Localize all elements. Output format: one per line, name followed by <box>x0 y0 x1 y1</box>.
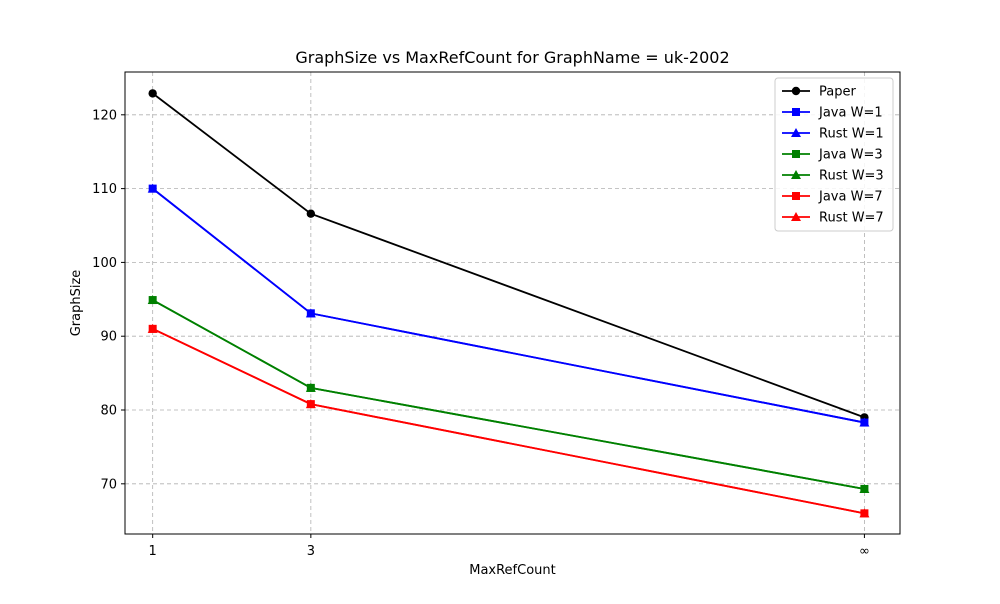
legend-label: Rust W=1 <box>819 127 884 142</box>
y-tick-label: 70 <box>100 477 117 492</box>
legend-item: Java W=3 <box>782 148 883 163</box>
y-tick-label: 100 <box>92 256 117 271</box>
legend-item: Java W=1 <box>782 106 883 121</box>
axis-ticks: 1 3 ∞ 70 80 90 100 110 120 <box>92 108 870 559</box>
data-point-triangle <box>147 295 158 305</box>
chart-title: GraphSize vs MaxRefCount for GraphName =… <box>295 48 729 67</box>
data-point-legend-marker <box>791 170 801 179</box>
legend-item: Paper <box>782 85 856 100</box>
data-point-triangle <box>859 417 870 427</box>
legend-label: Paper <box>819 85 856 100</box>
data-point-legend-marker <box>791 212 801 221</box>
data-point-triangle <box>305 399 316 409</box>
y-axis-label: GraphSize <box>69 270 84 337</box>
series-rust-w-7 <box>147 323 870 518</box>
y-tick-label: 120 <box>92 108 117 123</box>
data-point-legend-marker <box>792 192 800 200</box>
data-point-circle <box>306 209 316 218</box>
data-point-legend-marker <box>792 108 800 116</box>
y-tick-label: 80 <box>100 404 117 419</box>
x-axis-label: MaxRefCount <box>469 563 556 578</box>
legend: Paper Java W=1 Rust W=1 Java W=3 Rust W=3 Jav… <box>774 77 894 232</box>
data-point-circle <box>148 89 157 98</box>
legend-label: Rust W=7 <box>819 211 884 226</box>
data-point-legend-marker <box>792 150 800 158</box>
series-rust-w-1 <box>147 183 870 427</box>
data-point-triangle <box>859 483 870 493</box>
x-tick-label: 1 <box>149 544 157 559</box>
series-rust-w-3 <box>147 295 870 493</box>
y-tick-label: 110 <box>92 182 117 197</box>
legend-label: Java W=7 <box>818 190 883 205</box>
plot-frame <box>124 71 901 535</box>
legend-item: Rust W=7 <box>782 211 884 226</box>
data-point-triangle <box>859 508 870 518</box>
data-point-triangle <box>305 308 316 318</box>
legend-item: Rust W=1 <box>782 127 884 142</box>
data-point-legend-marker <box>791 128 801 137</box>
data-point-triangle <box>147 183 158 193</box>
data-point-triangle <box>305 382 316 392</box>
data-point-legend-marker <box>791 86 801 96</box>
legend-item: Rust W=3 <box>782 169 884 184</box>
legend-item: Java W=7 <box>782 190 883 205</box>
legend-label: Rust W=3 <box>819 169 884 184</box>
legend-label: Java W=3 <box>818 148 883 163</box>
legend-label: Java W=1 <box>818 106 883 121</box>
x-tick-label: 3 <box>307 544 315 559</box>
y-tick-label: 90 <box>100 330 117 345</box>
series-lines <box>147 89 870 518</box>
legend-box <box>774 77 894 232</box>
data-point-triangle <box>147 323 158 333</box>
x-tick-label: ∞ <box>859 544 870 559</box>
